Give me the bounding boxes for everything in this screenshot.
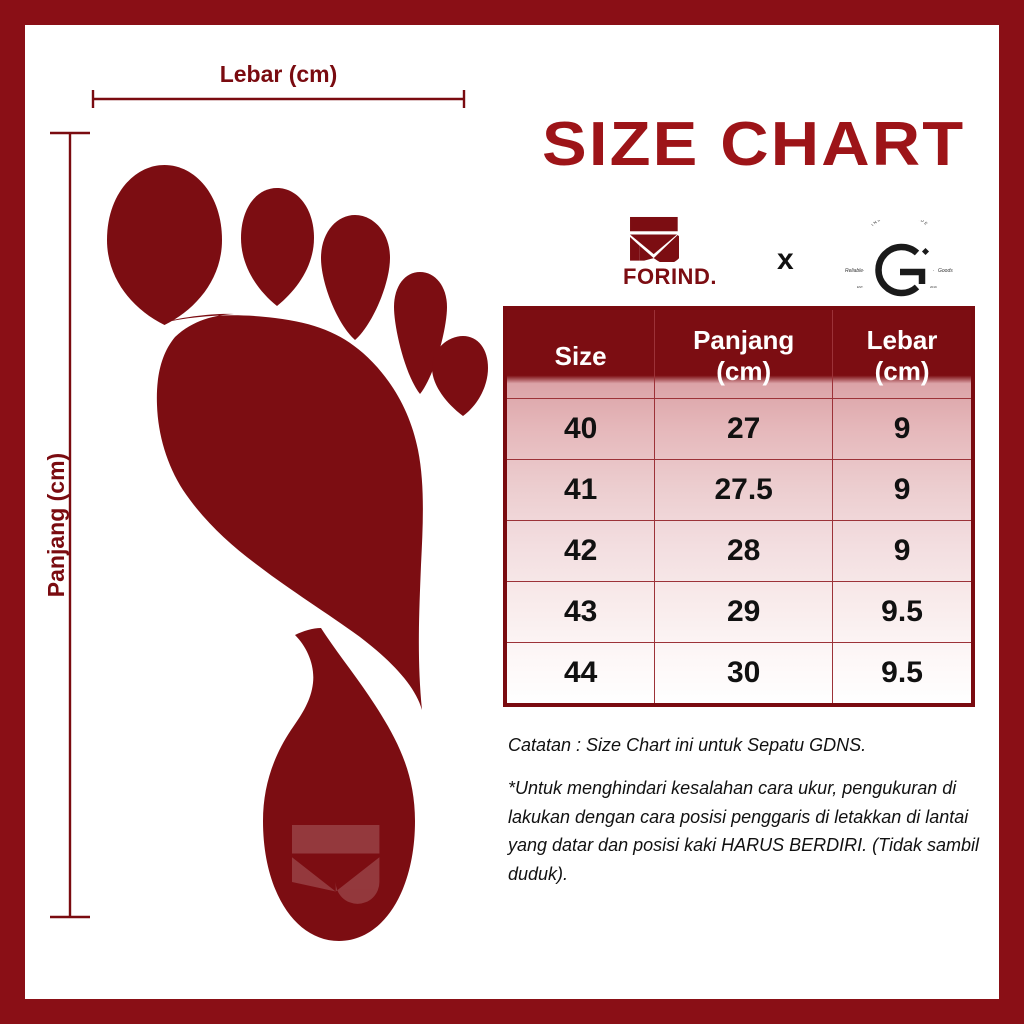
svg-text:2019: 2019 [930, 285, 937, 289]
svg-text:.: . [863, 267, 864, 273]
svg-text:Goods: Goods [938, 268, 953, 274]
svg-text:.: . [933, 267, 934, 273]
svg-text:INDONESIAN MADE: INDONESIAN MADE [870, 220, 930, 227]
svg-text:EST.: EST. [857, 285, 864, 289]
svg-text:Reliable: Reliable [845, 268, 863, 274]
